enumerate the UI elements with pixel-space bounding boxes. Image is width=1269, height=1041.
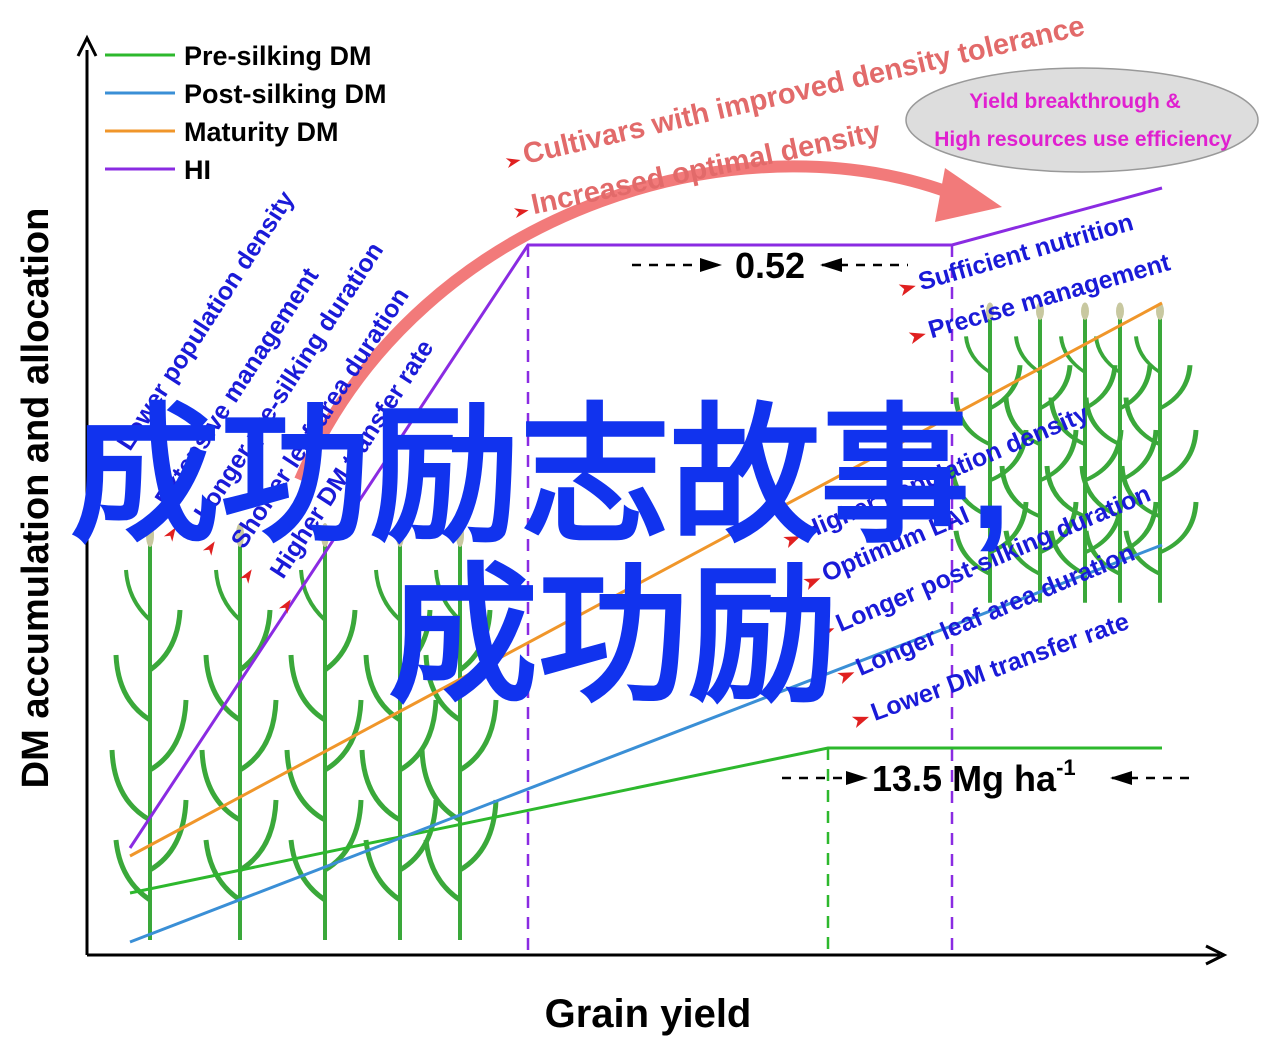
legend: Pre-silking DM Post-silking DM Maturity … <box>105 41 387 185</box>
legend-label-hi: HI <box>184 155 211 185</box>
yield-gap: 13.5 Mg ha-1 <box>782 755 1196 799</box>
x-axis-title: Grain yield <box>545 992 752 1036</box>
axes <box>76 34 1228 966</box>
hi-gap: 0.52 <box>632 245 908 286</box>
legend-item-hi: HI <box>105 155 211 185</box>
ellipse-line2: High resources use efficiency <box>934 128 1232 151</box>
legend-item-post-silking: Post-silking DM <box>105 79 387 109</box>
y-axis-title: DM accumulation and allocation <box>15 208 57 789</box>
legend-item-maturity: Maturity DM <box>105 117 339 147</box>
legend-label-post-silking: Post-silking DM <box>184 79 387 109</box>
legend-item-pre-silking: Pre-silking DM <box>105 41 372 71</box>
legend-label-pre-silking: Pre-silking DM <box>184 41 372 71</box>
series-line-maturity <box>129 301 1163 858</box>
ellipse-line1: Yield breakthrough & <box>969 90 1181 113</box>
series-line-pre-silking <box>129 746 1162 895</box>
yield-ellipse <box>905 67 1259 173</box>
series-line-hi <box>128 186 1163 849</box>
curve-arrow <box>294 160 971 483</box>
yield-unit-superscript: -1 <box>1056 755 1076 780</box>
legend-label-maturity: Maturity DM <box>184 117 339 147</box>
yield-label: 13.5 Mg ha-1 <box>872 755 1076 799</box>
curve-arrow-head <box>935 168 1002 222</box>
hi-gap-label: 0.52 <box>735 245 805 286</box>
series-line-post-silking <box>129 543 1163 944</box>
right-condition-text-5: Lower DM transfer rate <box>867 607 1133 726</box>
watermark-line2: 成功励 <box>388 552 838 720</box>
watermark-line1: 成功励志故事, <box>70 392 1012 560</box>
